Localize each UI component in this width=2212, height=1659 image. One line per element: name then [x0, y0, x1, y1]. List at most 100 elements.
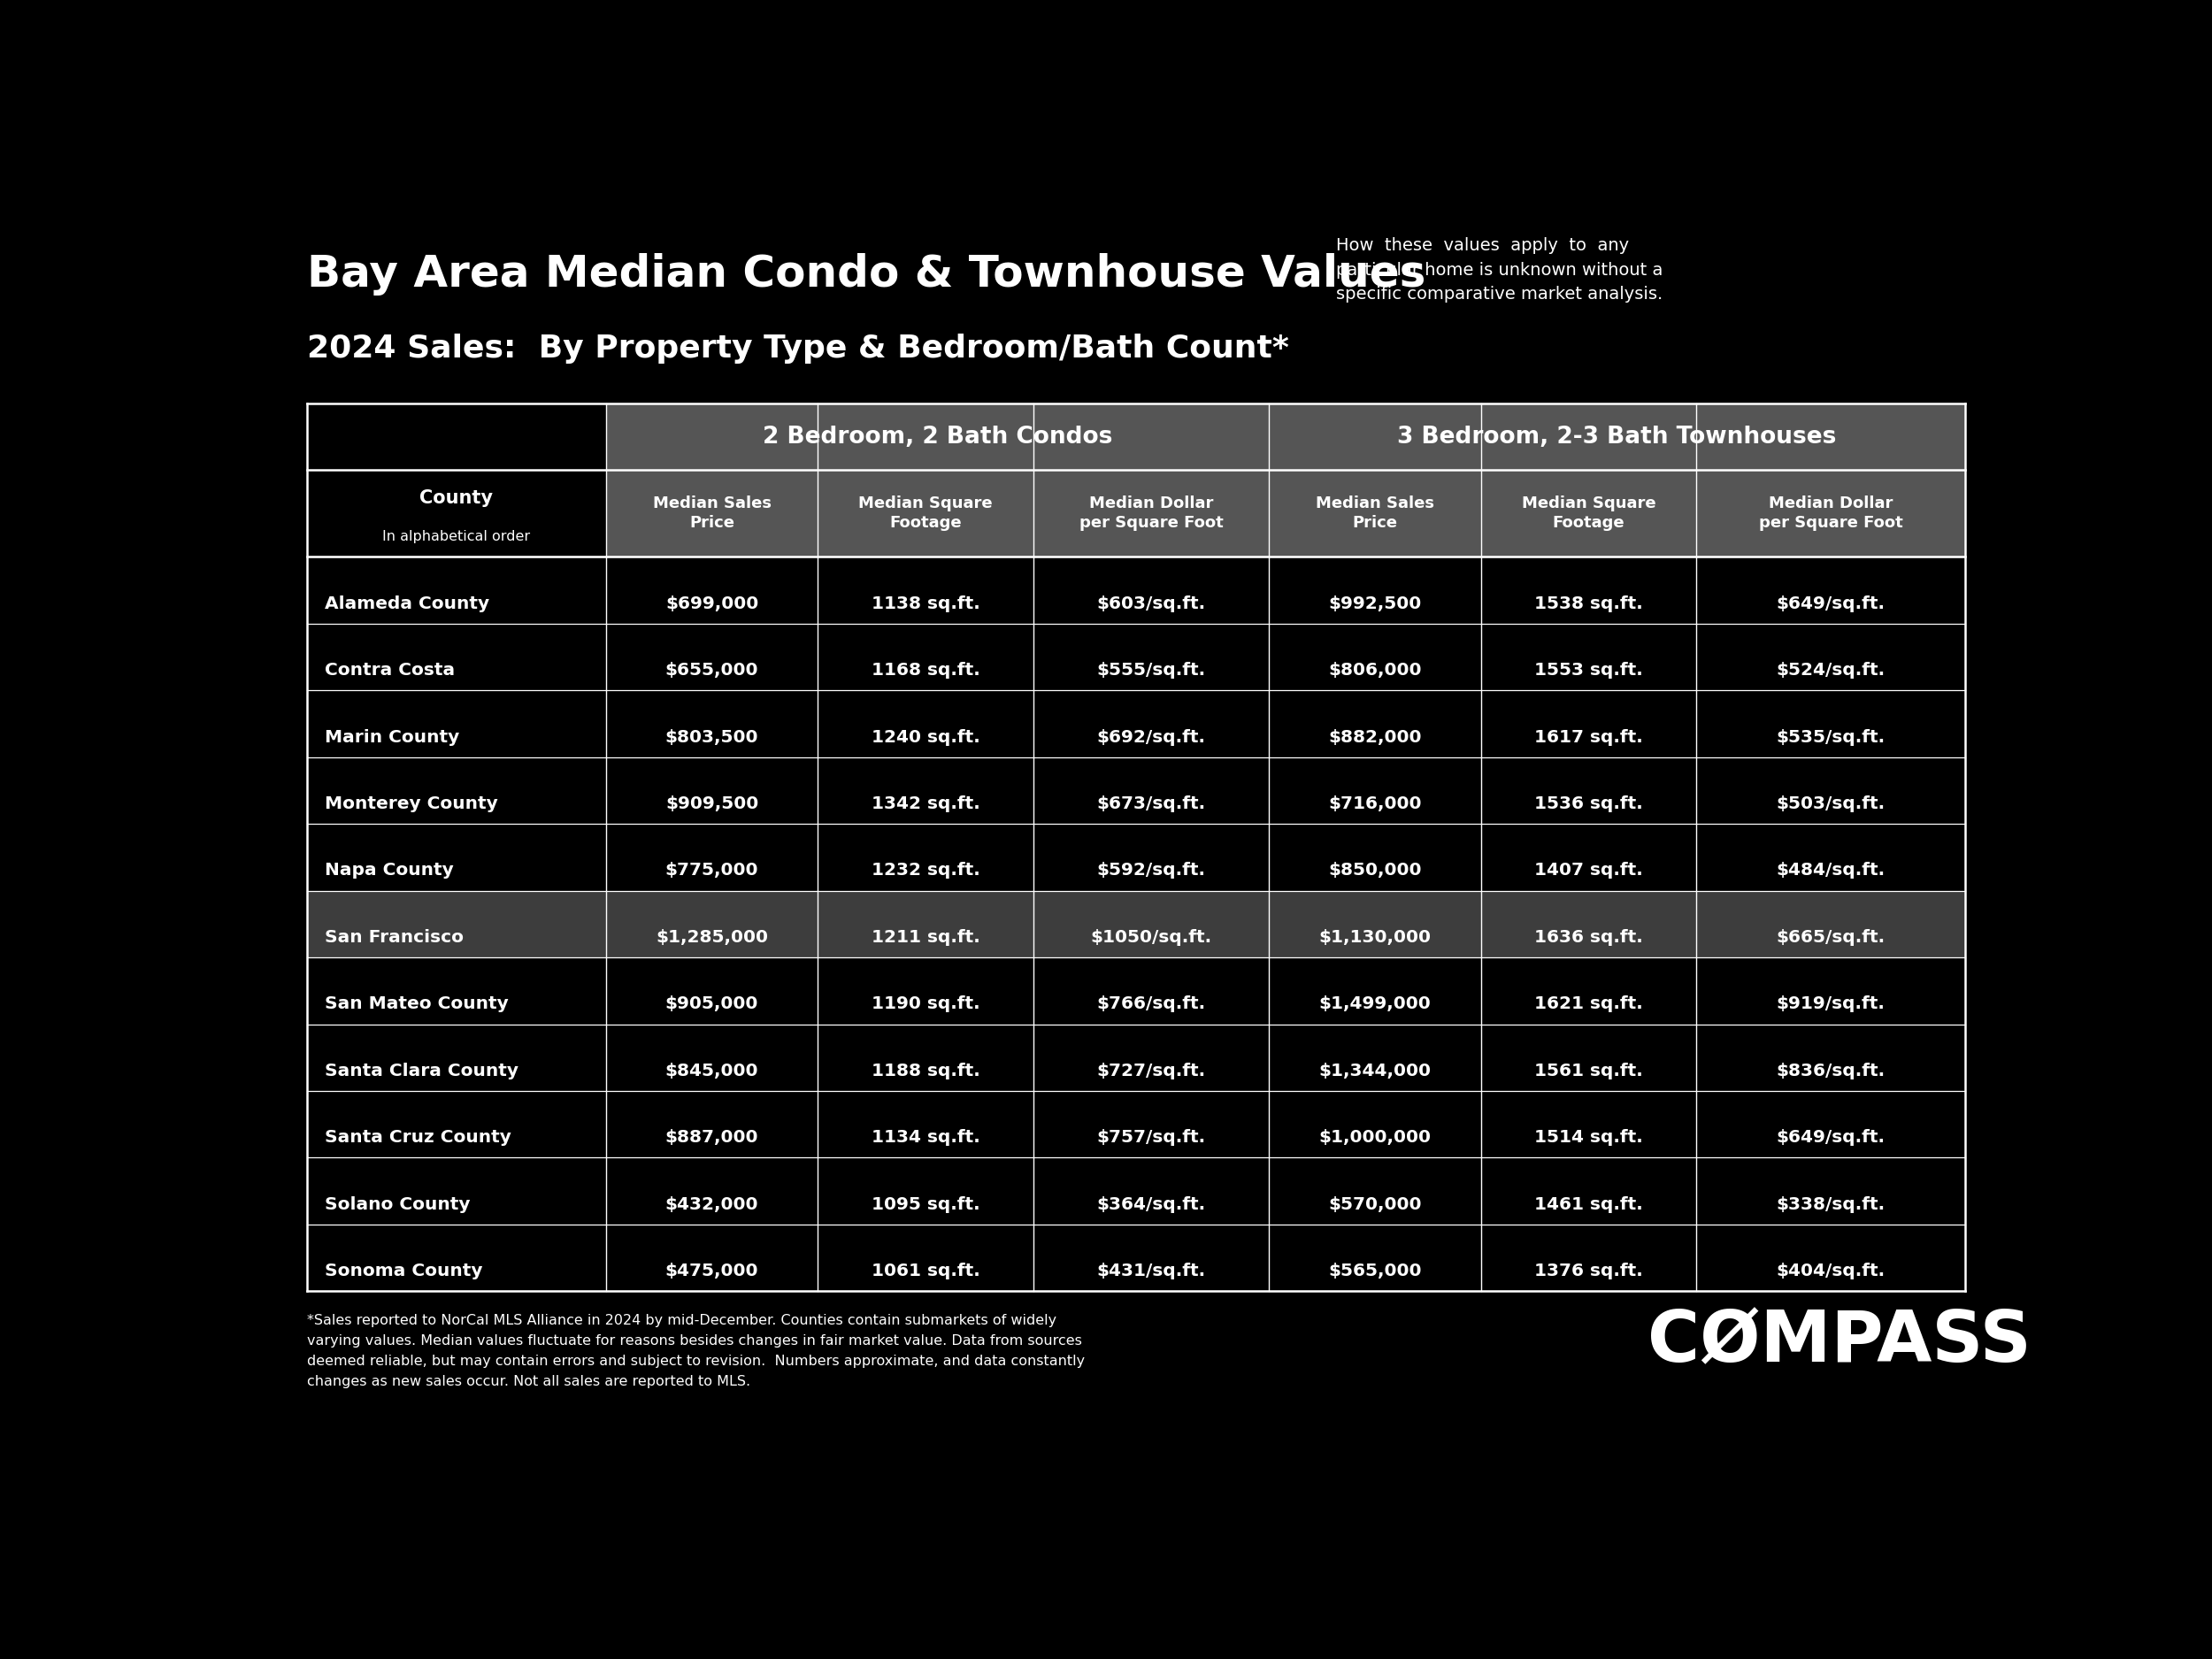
Text: $649/sq.ft.: $649/sq.ft.: [1776, 596, 1885, 612]
Text: Sonoma County: Sonoma County: [325, 1262, 482, 1279]
Text: $909,500: $909,500: [666, 795, 759, 813]
Text: 1636 sq.ft.: 1636 sq.ft.: [1535, 929, 1644, 946]
Text: $1,000,000: $1,000,000: [1318, 1130, 1431, 1146]
Text: Median Dollar
per Square Foot: Median Dollar per Square Foot: [1079, 496, 1223, 531]
Text: $806,000: $806,000: [1327, 662, 1422, 679]
Text: $692/sq.ft.: $692/sq.ft.: [1097, 728, 1206, 745]
Bar: [307, 825, 1964, 891]
Text: $836/sq.ft.: $836/sq.ft.: [1776, 1062, 1885, 1080]
Text: Median Dollar
per Square Foot: Median Dollar per Square Foot: [1759, 496, 1902, 531]
Text: $850,000: $850,000: [1327, 863, 1422, 879]
Text: $364/sq.ft.: $364/sq.ft.: [1097, 1196, 1206, 1213]
Bar: [606, 403, 1270, 469]
Text: 3 Bedroom, 2-3 Bath Townhouses: 3 Bedroom, 2-3 Bath Townhouses: [1398, 425, 1836, 448]
Text: 1561 sq.ft.: 1561 sq.ft.: [1535, 1062, 1644, 1080]
Text: $431/sq.ft.: $431/sq.ft.: [1097, 1262, 1206, 1279]
Text: Solano County: Solano County: [325, 1196, 471, 1213]
Text: 2024 Sales:  By Property Type & Bedroom/Bath Count*: 2024 Sales: By Property Type & Bedroom/B…: [307, 333, 1290, 363]
Text: 1190 sq.ft.: 1190 sq.ft.: [872, 995, 980, 1012]
Text: 2 Bedroom, 2 Bath Condos: 2 Bedroom, 2 Bath Condos: [763, 425, 1113, 448]
Text: 1211 sq.ft.: 1211 sq.ft.: [872, 929, 980, 946]
Text: Santa Clara County: Santa Clara County: [325, 1062, 518, 1080]
Text: 1621 sq.ft.: 1621 sq.ft.: [1535, 995, 1644, 1012]
Text: $503/sq.ft.: $503/sq.ft.: [1776, 795, 1885, 813]
Text: $592/sq.ft.: $592/sq.ft.: [1097, 863, 1206, 879]
Text: $905,000: $905,000: [666, 995, 759, 1012]
Text: Monterey County: Monterey County: [325, 795, 498, 813]
Text: $603/sq.ft.: $603/sq.ft.: [1097, 596, 1206, 612]
Text: 1061 sq.ft.: 1061 sq.ft.: [872, 1262, 980, 1279]
Bar: [307, 1158, 1964, 1224]
Bar: [307, 1224, 1964, 1291]
Text: $887,000: $887,000: [666, 1130, 759, 1146]
Text: County: County: [420, 489, 493, 508]
Bar: [307, 469, 606, 557]
Text: $803,500: $803,500: [666, 728, 759, 745]
Text: 1617 sq.ft.: 1617 sq.ft.: [1535, 728, 1644, 745]
Text: $404/sq.ft.: $404/sq.ft.: [1776, 1262, 1885, 1279]
Text: $1,499,000: $1,499,000: [1318, 995, 1431, 1012]
Text: 1232 sq.ft.: 1232 sq.ft.: [872, 863, 980, 879]
Text: $766/sq.ft.: $766/sq.ft.: [1097, 995, 1206, 1012]
Text: Santa Cruz County: Santa Cruz County: [325, 1130, 511, 1146]
Text: Contra Costa: Contra Costa: [325, 662, 456, 679]
Bar: [307, 624, 1964, 690]
Text: $432,000: $432,000: [666, 1196, 759, 1213]
Text: $673/sq.ft.: $673/sq.ft.: [1097, 795, 1206, 813]
Text: Median Square
Footage: Median Square Footage: [1522, 496, 1657, 531]
Text: 1188 sq.ft.: 1188 sq.ft.: [872, 1062, 980, 1080]
Text: 1536 sq.ft.: 1536 sq.ft.: [1535, 795, 1644, 813]
Text: Bay Area Median Condo & Townhouse Values: Bay Area Median Condo & Townhouse Values: [307, 252, 1427, 295]
Text: San Francisco: San Francisco: [325, 929, 465, 946]
Bar: [307, 557, 1964, 624]
Text: $475,000: $475,000: [666, 1262, 759, 1279]
Text: $649/sq.ft.: $649/sq.ft.: [1776, 1130, 1885, 1146]
Text: 1240 sq.ft.: 1240 sq.ft.: [872, 728, 980, 745]
Text: 1461 sq.ft.: 1461 sq.ft.: [1535, 1196, 1644, 1213]
Text: In alphabetical order: In alphabetical order: [383, 529, 531, 542]
Text: $555/sq.ft.: $555/sq.ft.: [1097, 662, 1206, 679]
Text: 1134 sq.ft.: 1134 sq.ft.: [872, 1130, 980, 1146]
Text: $338/sq.ft.: $338/sq.ft.: [1776, 1196, 1885, 1213]
Text: Marin County: Marin County: [325, 728, 460, 745]
Text: $665/sq.ft.: $665/sq.ft.: [1776, 929, 1885, 946]
Text: 1407 sq.ft.: 1407 sq.ft.: [1535, 863, 1644, 879]
Text: 1538 sq.ft.: 1538 sq.ft.: [1535, 596, 1644, 612]
Bar: [1697, 469, 1964, 557]
Text: $1,285,000: $1,285,000: [655, 929, 768, 946]
Text: *Sales reported to NorCal MLS Alliance in 2024 by mid-December. Counties contain: *Sales reported to NorCal MLS Alliance i…: [307, 1314, 1086, 1389]
Bar: [606, 469, 818, 557]
Text: $775,000: $775,000: [666, 863, 759, 879]
Text: $757/sq.ft.: $757/sq.ft.: [1097, 1130, 1206, 1146]
Bar: [1482, 469, 1697, 557]
Text: 1376 sq.ft.: 1376 sq.ft.: [1535, 1262, 1644, 1279]
Bar: [307, 957, 1964, 1024]
Bar: [1270, 403, 1964, 469]
Bar: [307, 891, 1964, 957]
Text: $1,344,000: $1,344,000: [1318, 1062, 1431, 1080]
Text: Alameda County: Alameda County: [325, 596, 489, 612]
Text: $484/sq.ft.: $484/sq.ft.: [1776, 863, 1885, 879]
Text: Median Square
Footage: Median Square Footage: [858, 496, 993, 531]
Text: $919/sq.ft.: $919/sq.ft.: [1776, 995, 1885, 1012]
Text: How  these  values  apply  to  any
particular home is unknown without a
specific: How these values apply to any particular…: [1336, 237, 1663, 302]
Text: $565,000: $565,000: [1327, 1262, 1422, 1279]
Text: Median Sales
Price: Median Sales Price: [1316, 496, 1433, 531]
Text: $1050/sq.ft.: $1050/sq.ft.: [1091, 929, 1212, 946]
Text: Napa County: Napa County: [325, 863, 453, 879]
Text: $727/sq.ft.: $727/sq.ft.: [1097, 1062, 1206, 1080]
Text: $535/sq.ft.: $535/sq.ft.: [1776, 728, 1885, 745]
Text: CØMPASS: CØMPASS: [1648, 1307, 2033, 1377]
Text: 1168 sq.ft.: 1168 sq.ft.: [872, 662, 980, 679]
Bar: [1270, 469, 1482, 557]
Bar: [1033, 469, 1270, 557]
Text: $570,000: $570,000: [1327, 1196, 1422, 1213]
Text: $716,000: $716,000: [1327, 795, 1422, 813]
Text: $524/sq.ft.: $524/sq.ft.: [1776, 662, 1885, 679]
Text: $655,000: $655,000: [666, 662, 759, 679]
Bar: [307, 1092, 1964, 1158]
Bar: [307, 690, 1964, 757]
Bar: [818, 469, 1033, 557]
Text: San Mateo County: San Mateo County: [325, 995, 509, 1012]
Text: $882,000: $882,000: [1327, 728, 1422, 745]
